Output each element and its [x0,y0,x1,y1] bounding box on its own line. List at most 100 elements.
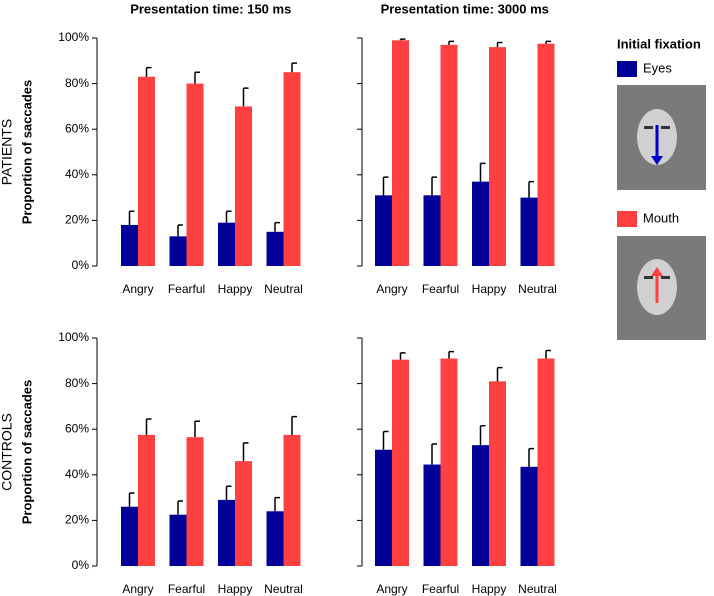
bar [218,222,235,266]
error-bar [242,87,249,107]
x-tick-label: Angry [122,282,153,296]
bar [520,466,538,566]
bar [440,44,458,267]
face-eyes [617,85,706,190]
y-tick-label: 40% [65,467,89,481]
error-bar [194,420,200,438]
bar [138,434,155,566]
bar [472,181,489,266]
error-bar [242,442,249,462]
bar [489,381,506,566]
bar [283,434,301,566]
error-bar [177,500,183,515]
error-bar [225,210,232,223]
error-bar [399,38,406,41]
y-tick-label: 100% [58,330,89,344]
error-bar [382,176,389,196]
y-tick-label: 40% [65,167,89,181]
x-tick-label: Neutral [518,582,557,596]
bar [235,106,252,267]
bar [375,449,392,566]
y-tick-label: 0% [72,258,90,272]
bar [218,499,235,566]
y-tick-label: 0% [72,558,90,572]
error-bar [291,415,297,435]
bar [186,83,204,266]
x-tick-label: Fearful [168,282,205,296]
error-bar [274,496,280,512]
y-axis-label: Proportion of saccades [19,80,34,224]
bar [186,437,204,566]
x-tick-label: Neutral [264,582,303,596]
bar [489,47,506,267]
x-tick-label: Happy [218,282,253,296]
error-bar [496,366,503,382]
bar [121,224,138,266]
bar [537,358,555,566]
error-bar [274,221,280,232]
error-bar [431,176,437,196]
error-bar [431,443,437,465]
error-bar [128,210,135,225]
x-tick-label: Happy [472,582,507,596]
y-tick-label: 20% [65,513,89,527]
legend-label: Mouth [643,210,679,225]
legend-swatch [617,211,637,227]
error-bar [528,447,534,467]
y-tick-label: 80% [65,76,89,90]
error-bar [382,430,389,450]
y-tick-label: 80% [65,376,89,390]
face-mouth [617,236,706,340]
legend-label: Eyes [643,60,672,75]
x-tick-label: Fearful [422,282,459,296]
y-tick-label: 100% [58,30,89,44]
bar [537,43,555,267]
bar [472,445,489,566]
y-tick-label: 20% [65,213,89,227]
bar [423,195,441,266]
x-tick-label: Happy [472,282,507,296]
row-label: PATIENTS [0,119,15,185]
error-bar [194,71,200,84]
column-title: Presentation time: 150 ms [130,1,291,16]
y-axis-label: Proportion of saccades [19,380,34,524]
x-tick-label: Neutral [518,282,557,296]
bar [392,40,409,266]
bar [138,76,155,266]
error-bar [479,425,486,446]
error-bar [145,66,152,77]
bar [392,359,409,566]
error-bar [545,349,551,359]
bar [423,464,441,566]
error-bar [528,180,534,198]
x-tick-label: Fearful [168,582,205,596]
row-label: CONTROLS [0,413,15,491]
x-tick-label: Angry [376,282,407,296]
bar [121,506,138,566]
error-bar [399,352,406,360]
bar [375,195,392,266]
x-tick-label: Angry [122,582,153,596]
bar [266,511,284,566]
error-bar [225,485,232,500]
error-bar [145,418,152,435]
bar [520,197,538,266]
bar [283,72,301,266]
x-tick-label: Fearful [422,582,459,596]
y-tick-label: 60% [65,421,89,435]
error-bar [177,224,183,237]
error-bar [128,492,135,507]
error-bar [448,350,454,359]
error-bar [545,40,551,44]
y-tick-label: 60% [65,121,89,135]
legend-swatch [617,61,637,77]
error-bar [496,41,503,48]
x-tick-label: Happy [218,582,253,596]
error-bar [448,40,454,45]
x-tick-label: Angry [376,582,407,596]
error-bar [479,162,486,182]
legend-title: Initial fixation [617,36,701,51]
bar [235,461,252,566]
x-tick-label: Neutral [264,282,303,296]
